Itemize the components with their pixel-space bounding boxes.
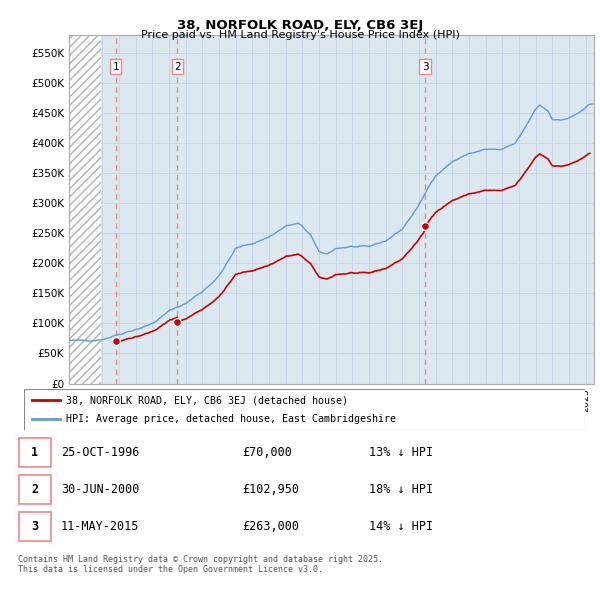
- Text: 2: 2: [174, 62, 181, 72]
- Text: 14% ↓ HPI: 14% ↓ HPI: [369, 520, 433, 533]
- Text: 38, NORFOLK ROAD, ELY, CB6 3EJ (detached house): 38, NORFOLK ROAD, ELY, CB6 3EJ (detached…: [66, 395, 348, 405]
- Text: £70,000: £70,000: [242, 446, 292, 459]
- Text: 30-JUN-2000: 30-JUN-2000: [61, 483, 139, 496]
- Text: 25-OCT-1996: 25-OCT-1996: [61, 446, 139, 459]
- Text: Price paid vs. HM Land Registry's House Price Index (HPI): Price paid vs. HM Land Registry's House …: [140, 30, 460, 40]
- FancyBboxPatch shape: [19, 438, 50, 467]
- Text: £102,950: £102,950: [242, 483, 299, 496]
- Text: 13% ↓ HPI: 13% ↓ HPI: [369, 446, 433, 459]
- FancyBboxPatch shape: [19, 512, 50, 541]
- Text: 2: 2: [31, 483, 38, 496]
- FancyBboxPatch shape: [24, 389, 585, 430]
- Text: HPI: Average price, detached house, East Cambridgeshire: HPI: Average price, detached house, East…: [66, 414, 396, 424]
- Text: 3: 3: [422, 62, 428, 72]
- FancyBboxPatch shape: [19, 475, 50, 504]
- Text: 18% ↓ HPI: 18% ↓ HPI: [369, 483, 433, 496]
- Text: Contains HM Land Registry data © Crown copyright and database right 2025.
This d: Contains HM Land Registry data © Crown c…: [18, 555, 383, 574]
- Text: 3: 3: [31, 520, 38, 533]
- Text: 1: 1: [31, 446, 38, 459]
- Text: £263,000: £263,000: [242, 520, 299, 533]
- Text: 1: 1: [113, 62, 119, 72]
- Text: 11-MAY-2015: 11-MAY-2015: [61, 520, 139, 533]
- Text: 38, NORFOLK ROAD, ELY, CB6 3EJ: 38, NORFOLK ROAD, ELY, CB6 3EJ: [177, 19, 423, 32]
